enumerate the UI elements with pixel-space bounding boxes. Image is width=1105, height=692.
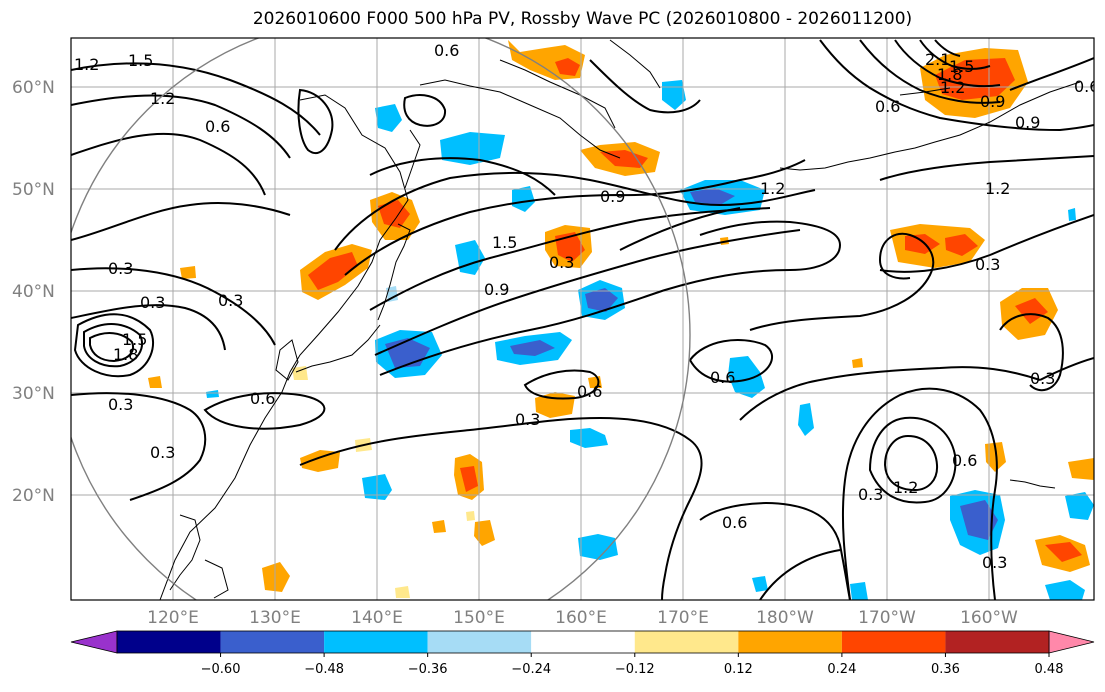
contour-label: 0.6 [577,382,602,401]
colorbar-tick-label: −0.60 [201,662,241,677]
contour-label: 2.1 [925,50,950,69]
contour-label: 0.6 [205,117,230,136]
lat-label: 40°N [12,282,55,302]
contour-label-group: 1.5 1.2 0.9 0.6 0.3 2.1 1.8 1.5 1.2 0.9 … [74,41,1099,572]
graticule [71,38,1094,600]
contour-label: 0.9 [484,280,509,299]
contour-label: 0.6 [434,41,459,60]
contour-label: 1.2 [74,55,99,74]
colorbar-segment [841,631,946,653]
lon-label: 170°W [858,608,916,628]
great-circle-ring [71,38,691,600]
colorbar: −0.60 −0.48 −0.36 −0.24 −0.12 0.12 0.24 0.36 0.4… [70,630,1095,677]
coastlines [159,39,1081,600]
contour-label: 0.6 [875,97,900,116]
contour-label: 1.5 [128,51,153,70]
lon-label: 150°E [453,608,505,628]
colorbar-segment [220,631,325,653]
positive-anomaly-patches [148,40,1094,598]
contour-label: 0.9 [600,187,625,206]
colorbar-frame [116,630,1050,654]
colorbar-segment [117,631,221,653]
colorbar-tick-label: 0.12 [724,662,753,677]
contour-label: 0.3 [150,443,175,462]
contour-label: 1.5 [949,57,974,76]
colorbar-tick-label: −0.24 [511,662,551,677]
colorbar-upper-extension [1048,630,1095,654]
contour-label: 0.9 [1015,113,1040,132]
contour-label: 0.6 [1074,77,1099,96]
contour-label: 0.6 [952,451,977,470]
lon-label: 130°E [249,608,301,628]
lat-label: 20°N [12,486,55,506]
contour-label: 1.5 [492,233,517,252]
colorbar-segment [427,631,532,653]
map-title: 2026010600 F000 500 hPa PV, Rossby Wave … [252,9,913,29]
latitude-labels: 60°N 50°N 40°N 30°N 20°N [12,78,55,506]
colorbar-segment [738,631,842,653]
lat-label: 60°N [12,78,55,98]
contour-label: 0.3 [858,485,883,504]
contour-label: 1.2 [760,179,785,198]
lon-label: 180°W [756,608,814,628]
colorbar-tick-label: 0.36 [931,662,960,677]
colorbar-tick-label: 0.48 [1035,662,1064,677]
map-frame [70,37,1095,601]
contour-label: 1.5 [122,330,147,349]
contour-label: 1.2 [940,78,965,97]
lon-label: 170°E [657,608,709,628]
lat-label: 30°N [12,384,55,404]
colorbar-segment [324,631,428,653]
contour-label: 0.6 [722,513,747,532]
contour-label: 0.3 [549,253,574,272]
contour-label: 0.6 [710,368,735,387]
colorbar-segment [531,631,635,653]
contour-label: 0.3 [515,410,540,429]
colorbar-tick-label: −0.36 [408,662,448,677]
colorbar-segment [634,631,739,653]
contour-label: 0.3 [982,553,1007,572]
contour-label: 1.8 [937,65,962,84]
lon-label: 160°E [555,608,607,628]
contour-label: 0.3 [218,291,243,310]
colorbar-lower-extension [70,630,118,654]
contour-label: 0.9 [980,92,1005,111]
colorbar-segment [945,631,1049,653]
contour-label: 1.8 [113,345,138,364]
contour-label: 1.2 [150,89,175,108]
lon-label: 160°W [960,608,1018,628]
colorbar-tick-label: 0.24 [827,662,856,677]
lon-label: 120°E [147,608,199,628]
map-background [71,38,1094,600]
contour-label: 0.3 [140,293,165,312]
pv-contours [71,39,1094,600]
lon-label: 140°E [351,608,403,628]
lat-label: 50°N [12,180,55,200]
contour-label: 0.3 [975,255,1000,274]
contour-label: 1.2 [985,179,1010,198]
colorbar-tick-label: −0.48 [304,662,344,677]
contour-label: 0.3 [108,259,133,278]
contour-label: 0.3 [1030,369,1055,388]
contour-label: 0.6 [250,389,275,408]
longitude-labels: 120°E 130°E 140°E 150°E 160°E 170°E 180°… [147,608,1018,628]
contour-label: 1.2 [893,478,918,497]
colorbar-tick-label: −0.12 [615,662,655,677]
contour-label: 0.3 [108,395,133,414]
